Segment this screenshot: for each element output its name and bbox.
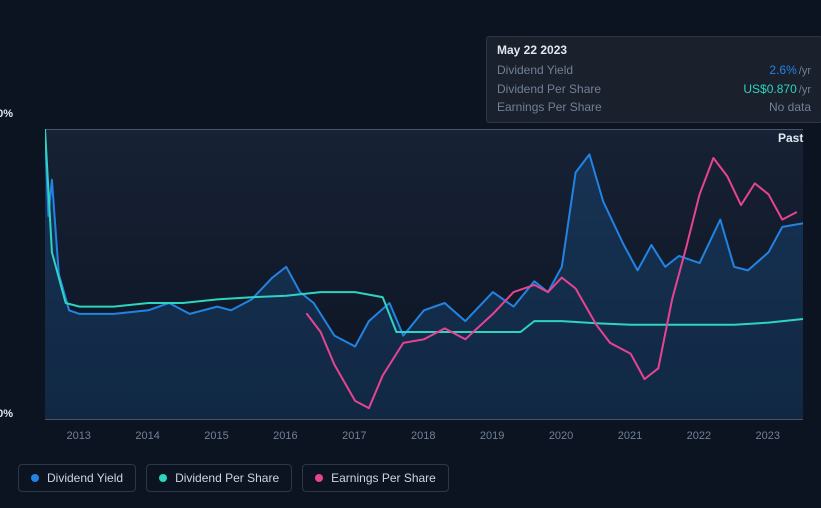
- x-axis-label: 2019: [480, 430, 504, 442]
- legend-label: Dividend Yield: [47, 471, 123, 485]
- legend-label: Earnings Per Share: [331, 471, 436, 485]
- tooltip-row: Dividend Yield 2.6%/yr: [497, 61, 811, 80]
- x-axis-label: 2015: [204, 430, 228, 442]
- tooltip-row: Dividend Per Share US$0.870/yr: [497, 80, 811, 99]
- chart-tooltip: May 22 2023 Dividend Yield2.6%/yrDividen…: [486, 36, 821, 123]
- chart-legend: Dividend Yield Dividend Per Share Earnings…: [18, 464, 449, 492]
- tooltip-date: May 22 2023: [497, 43, 811, 57]
- tooltip-row-label: Dividend Yield: [497, 61, 573, 80]
- x-axis-label: 2013: [66, 430, 90, 442]
- legend-item[interactable]: Dividend Yield: [18, 464, 136, 492]
- past-label: Past: [778, 131, 803, 145]
- tooltip-row-label: Dividend Per Share: [497, 80, 601, 99]
- x-axis-label: 2022: [687, 430, 711, 442]
- legend-dot-icon: [315, 474, 323, 482]
- series-fill: [45, 133, 803, 419]
- tooltip-row-value: US$0.870/yr: [743, 80, 811, 99]
- legend-item[interactable]: Dividend Per Share: [146, 464, 292, 492]
- x-axis-label: 2021: [618, 430, 642, 442]
- legend-dot-icon: [31, 474, 39, 482]
- legend-item[interactable]: Earnings Per Share: [302, 464, 449, 492]
- x-axis-label: 2018: [411, 430, 435, 442]
- x-axis-label: 2020: [549, 430, 573, 442]
- legend-label: Dividend Per Share: [175, 471, 279, 485]
- tooltip-row-value: No data: [769, 98, 811, 116]
- chart-container: Past May 22 2023 Dividend Yield2.6%/yrDi…: [18, 0, 803, 460]
- x-axis-label: 2023: [756, 430, 780, 442]
- legend-dot-icon: [159, 474, 167, 482]
- x-axis-label: 2017: [342, 430, 366, 442]
- tooltip-row-label: Earnings Per Share: [497, 98, 602, 116]
- x-axis-label: 2016: [273, 430, 297, 442]
- y-axis-label: 0%: [0, 408, 13, 420]
- tooltip-row-value: 2.6%/yr: [769, 61, 811, 80]
- tooltip-row: Earnings Per Share No data: [497, 98, 811, 116]
- x-axis-label: 2014: [135, 430, 159, 442]
- y-axis-label: 4.0%: [0, 108, 13, 120]
